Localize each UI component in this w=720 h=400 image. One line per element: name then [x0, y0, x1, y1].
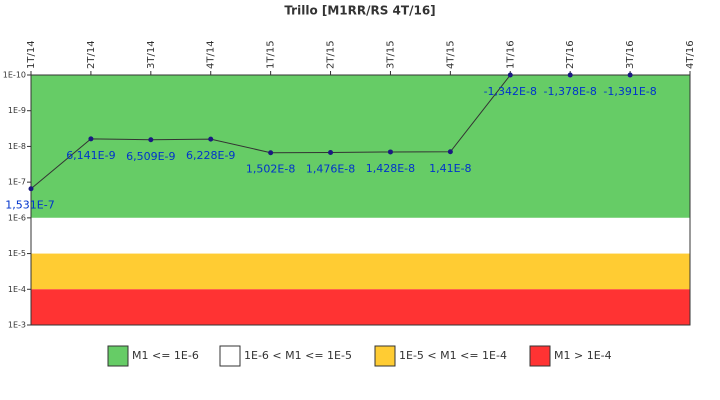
y-tick-label: 1E-5	[8, 249, 26, 258]
x-tick-label: 3T/14	[146, 40, 157, 69]
x-tick-label: 4T/14	[206, 40, 217, 69]
y-tick-label: 1E-3	[8, 321, 26, 330]
data-point	[447, 149, 453, 155]
y-tick-label: 1E-6	[8, 213, 26, 222]
band	[31, 217, 690, 254]
y-tick-label: 1E-9	[8, 106, 26, 115]
data-label: 1,502E-8	[246, 163, 295, 176]
data-label: -1,378E-8	[543, 85, 596, 98]
data-point	[28, 186, 34, 192]
data-point	[88, 136, 94, 142]
x-tick-label: 1T/14	[26, 40, 37, 69]
x-tick-label: 2T/16	[565, 40, 576, 69]
legend-label: 1E-6 < M1 <= 1E-5	[244, 349, 352, 362]
x-tick-label: 3T/16	[625, 40, 636, 69]
y-tick-label: 1E-8	[8, 142, 26, 151]
legend-swatch	[219, 345, 241, 367]
data-label: 6,141E-9	[66, 149, 115, 162]
legend-swatch	[374, 345, 396, 367]
x-tick-label: 2T/14	[86, 40, 97, 69]
x-tick-label: 2T/15	[326, 40, 337, 69]
y-tick-label: 1E-7	[8, 178, 26, 187]
data-label: 6,228E-9	[186, 149, 235, 162]
chart-title: Trillo [M1RR/RS 4T/16]	[284, 4, 435, 18]
data-point	[268, 150, 274, 156]
x-tick-label: 3T/15	[385, 40, 396, 69]
data-point	[627, 72, 633, 78]
data-label: 6,509E-9	[126, 150, 175, 163]
legend-label: M1 > 1E-4	[554, 349, 612, 362]
data-point	[208, 136, 214, 142]
data-point	[507, 72, 513, 78]
band	[31, 253, 690, 290]
band	[31, 289, 690, 325]
data-label: 1,531E-7	[5, 199, 54, 212]
legend-label: 1E-5 < M1 <= 1E-4	[399, 349, 507, 362]
data-point	[567, 72, 573, 78]
x-tick-label: 1T/16	[505, 40, 516, 69]
legend-swatch	[529, 345, 551, 367]
x-tick-label: 1T/15	[266, 40, 277, 69]
legend-label: M1 <= 1E-6	[132, 349, 199, 362]
y-tick-label: 1E-4	[8, 285, 26, 294]
plot-frame	[30, 74, 691, 326]
legend-swatch	[107, 345, 129, 367]
data-label: 1,428E-8	[366, 162, 415, 175]
data-label: -1,342E-8	[484, 85, 537, 98]
data-label: 1,41E-8	[429, 162, 471, 175]
data-label: 1,476E-8	[306, 162, 355, 175]
data-point	[387, 149, 393, 155]
band	[31, 75, 690, 218]
x-tick-label: 4T/15	[445, 40, 456, 69]
data-point	[148, 137, 154, 143]
x-tick-label: 4T/16	[685, 40, 696, 69]
data-point	[328, 149, 334, 155]
data-label: -1,391E-8	[603, 85, 656, 98]
y-tick-label: 1E-10	[3, 71, 26, 80]
